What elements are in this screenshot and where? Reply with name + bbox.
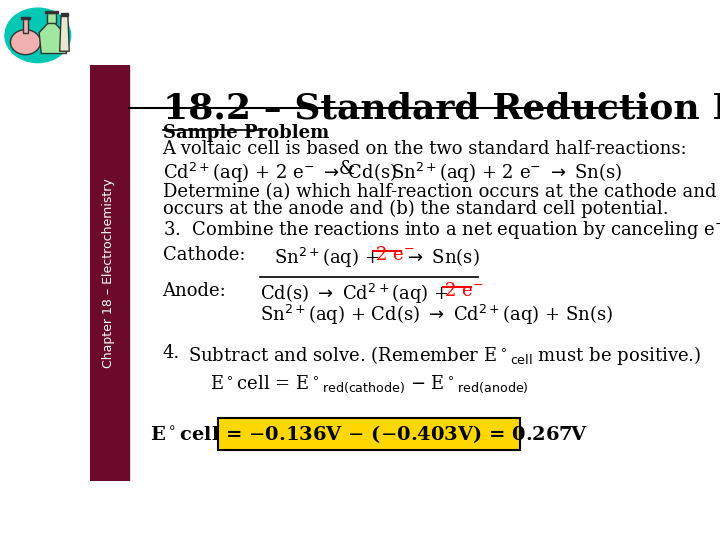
Text: 4.: 4.: [163, 344, 180, 362]
Text: 2 e$^{-}$: 2 e$^{-}$: [444, 282, 484, 300]
Circle shape: [5, 8, 71, 63]
Text: 3.  Combine the reactions into a net equation by canceling e$^{-}$.: 3. Combine the reactions into a net equa…: [163, 219, 720, 241]
Text: $\rightarrow$ Sn(s): $\rightarrow$ Sn(s): [404, 246, 480, 267]
Text: A voltaic cell is based on the two standard half-reactions:: A voltaic cell is based on the two stand…: [163, 140, 687, 158]
Bar: [45, 11, 58, 14]
Polygon shape: [39, 19, 66, 53]
Text: Sn$^{2+}$(aq) +: Sn$^{2+}$(aq) +: [274, 246, 382, 270]
Text: Subtract and solve. (Remember E$^\circ$$_{\rm cell}$ must be positive.): Subtract and solve. (Remember E$^\circ$$…: [188, 344, 701, 367]
Text: E$^\circ$cell = E$^\circ$$_{\rm red(cathode)}$ $-$ E$^\circ$$_{\rm red(anode)}$: E$^\circ$cell = E$^\circ$$_{\rm red(cath…: [210, 373, 528, 395]
Bar: [21, 17, 30, 19]
Text: Cathode:: Cathode:: [163, 246, 245, 264]
Text: 2 e$^{-}$: 2 e$^{-}$: [374, 246, 414, 264]
Text: 18.2 – Standard Reduction Potentials: 18.2 – Standard Reduction Potentials: [163, 92, 720, 126]
Bar: [90, 65, 129, 481]
Text: E$^\circ$cell = $-$0.136V $-$ ($-$0.403V) = 0.267V: E$^\circ$cell = $-$0.136V $-$ ($-$0.403V…: [150, 423, 588, 445]
Circle shape: [11, 30, 40, 55]
Bar: [61, 14, 68, 16]
Text: Sn$^{2+}$(aq) + Cd(s) $\rightarrow$ Cd$^{2+}$(aq) + Sn(s): Sn$^{2+}$(aq) + Cd(s) $\rightarrow$ Cd$^…: [260, 302, 613, 327]
Text: Determine (a) which half-reaction occurs at the cathode and which: Determine (a) which half-reaction occurs…: [163, 183, 720, 201]
Bar: [23, 18, 28, 32]
FancyBboxPatch shape: [218, 418, 520, 450]
Text: Sample Problem: Sample Problem: [163, 124, 329, 142]
Text: Sn$^{2+}$(aq) + 2 e$^{-}$ $\rightarrow$ Sn(s): Sn$^{2+}$(aq) + 2 e$^{-}$ $\rightarrow$ …: [392, 160, 623, 185]
Text: Cd$^{2+}$(aq) + 2 e$^{-}$ $\rightarrow$ Cd(s): Cd$^{2+}$(aq) + 2 e$^{-}$ $\rightarrow$ …: [163, 160, 397, 185]
Text: Chapter 18 – Electrochemistry: Chapter 18 – Electrochemistry: [102, 178, 115, 368]
Polygon shape: [60, 16, 69, 51]
Text: occurs at the anode and (b) the standard cell potential.: occurs at the anode and (b) the standard…: [163, 200, 668, 218]
Text: Anode:: Anode:: [163, 282, 226, 300]
Text: &: &: [338, 160, 354, 178]
Bar: [48, 12, 55, 23]
Text: Cd(s) $\rightarrow$ Cd$^{2+}$(aq) +: Cd(s) $\rightarrow$ Cd$^{2+}$(aq) +: [260, 282, 451, 306]
